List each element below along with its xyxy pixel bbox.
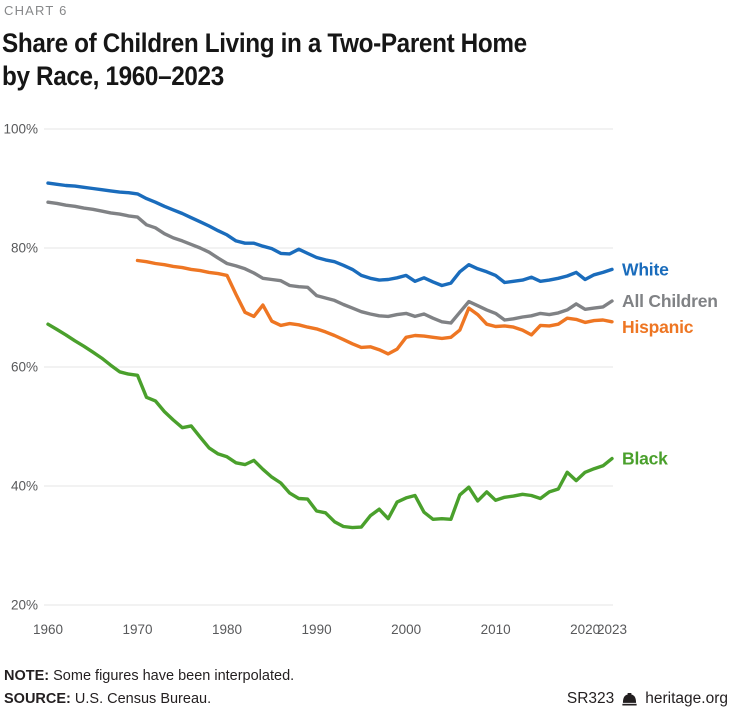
series-label-all-children: All Children	[622, 291, 718, 311]
y-tick-label: 100%	[3, 122, 38, 137]
source-label: SOURCE:	[4, 691, 71, 707]
series-label-black: Black	[622, 449, 668, 469]
x-tick-label: 2010	[481, 622, 511, 637]
x-tick-label: 1980	[212, 622, 242, 637]
y-tick-label: 80%	[11, 241, 38, 256]
series-label-hispanic: Hispanic	[622, 317, 694, 337]
report-id: SR323	[566, 690, 615, 707]
x-tick-label: 2020	[570, 622, 600, 637]
series-label-white: White	[622, 259, 669, 279]
x-tick-label: 1960	[33, 622, 63, 637]
series-line-white	[46, 181, 614, 288]
y-tick-label: 40%	[11, 479, 38, 494]
heritage-bell-icon	[622, 692, 637, 705]
chart-title-line1: Share of Children Living in a Two-Parent…	[2, 28, 527, 58]
chart-source: SOURCE: U.S. Census Bureau.	[4, 691, 211, 707]
series-line-all-children	[46, 200, 614, 325]
chart-title-line2: by Race, 1960–2023	[2, 61, 224, 91]
chart-title: Share of Children Living in a Two-Parent…	[2, 27, 527, 93]
note-label: NOTE:	[4, 668, 50, 684]
y-tick-label: 20%	[11, 598, 38, 613]
series-line-black	[46, 322, 614, 530]
chart-number: CHART 6	[4, 3, 68, 18]
series-line-hispanic	[135, 258, 614, 356]
note-text: Some figures have been interpolated.	[49, 668, 295, 684]
source-text: U.S. Census Bureau.	[70, 691, 212, 707]
x-tick-label: 1990	[302, 622, 332, 637]
footer-branding: SR323 heritage.org	[567, 690, 728, 708]
y-tick-label: 60%	[11, 360, 38, 375]
x-tick-label: 2000	[391, 622, 421, 637]
brand-text: heritage.org	[645, 690, 728, 707]
chart-note: NOTE: Some figures have been interpolate…	[4, 668, 294, 684]
x-tick-label: 2023	[597, 622, 627, 637]
x-tick-label: 1970	[123, 622, 153, 637]
